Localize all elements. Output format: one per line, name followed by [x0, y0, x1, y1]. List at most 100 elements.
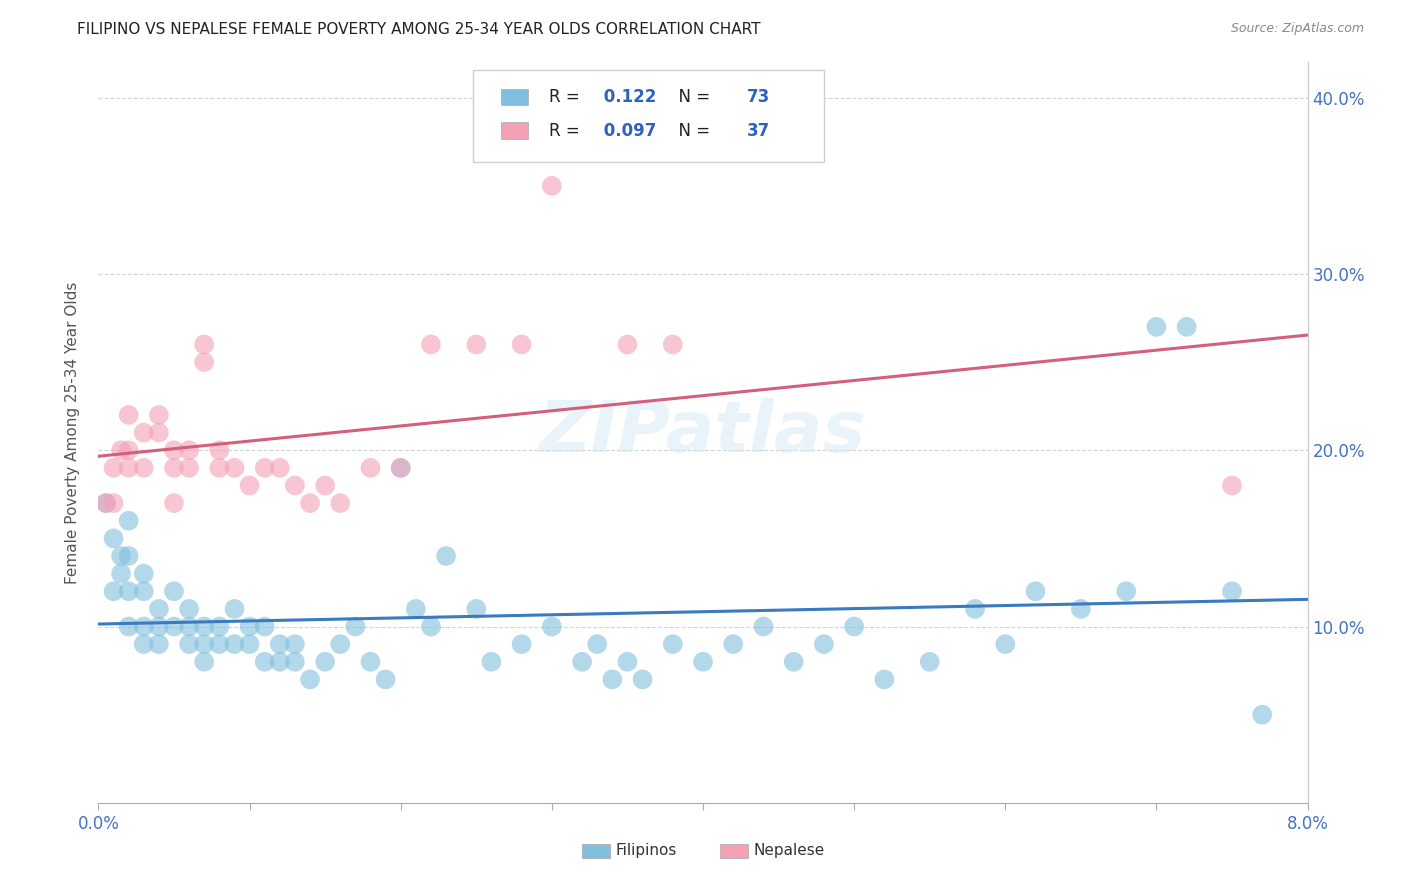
Point	[540, 619, 562, 633]
Point	[163, 443, 186, 458]
Point	[465, 337, 488, 351]
Point	[239, 619, 262, 633]
Point	[1251, 707, 1274, 722]
Point	[103, 584, 125, 599]
Point	[269, 637, 291, 651]
Text: R =: R =	[550, 88, 585, 106]
Point	[299, 673, 322, 687]
Point	[389, 461, 412, 475]
Point	[163, 619, 186, 633]
Point	[752, 619, 775, 633]
Point	[360, 655, 382, 669]
Point	[148, 619, 170, 633]
Text: 0.122: 0.122	[598, 88, 657, 106]
Bar	[582, 844, 610, 857]
Point	[118, 461, 141, 475]
Point	[314, 655, 336, 669]
Point	[148, 637, 170, 651]
Point	[193, 637, 215, 651]
Point	[110, 443, 132, 458]
Point	[1115, 584, 1137, 599]
Text: N =: N =	[668, 88, 716, 106]
Point	[163, 461, 186, 475]
Point	[661, 337, 683, 351]
Point	[813, 637, 835, 651]
Point	[783, 655, 806, 669]
Point	[118, 408, 141, 422]
Point	[193, 655, 215, 669]
Text: 37: 37	[747, 121, 769, 139]
Point	[94, 496, 117, 510]
Point	[994, 637, 1017, 651]
Bar	[720, 844, 748, 857]
Point	[269, 655, 291, 669]
Point	[1220, 584, 1243, 599]
Text: Source: ZipAtlas.com: Source: ZipAtlas.com	[1230, 22, 1364, 36]
Point	[465, 602, 488, 616]
Point	[616, 337, 638, 351]
Point	[314, 478, 336, 492]
Point	[179, 637, 201, 651]
Point	[918, 655, 941, 669]
Point	[284, 478, 307, 492]
Point	[723, 637, 745, 651]
Point	[844, 619, 866, 633]
Point	[1146, 319, 1168, 334]
Point	[110, 549, 132, 563]
Point	[118, 443, 141, 458]
Point	[239, 478, 262, 492]
Bar	[501, 122, 527, 138]
Point	[148, 602, 170, 616]
Point	[692, 655, 714, 669]
Point	[253, 655, 276, 669]
Bar	[501, 89, 527, 105]
Point	[132, 637, 155, 651]
Point	[132, 425, 155, 440]
Point	[420, 619, 443, 633]
Point	[193, 355, 215, 369]
Point	[631, 673, 654, 687]
Point	[148, 425, 170, 440]
Point	[208, 461, 231, 475]
Point	[253, 619, 276, 633]
Text: N =: N =	[668, 121, 716, 139]
Point	[208, 637, 231, 651]
Point	[344, 619, 367, 633]
Point	[118, 584, 141, 599]
Point	[132, 619, 155, 633]
Point	[1220, 478, 1243, 492]
Point	[602, 673, 624, 687]
Text: R =: R =	[550, 121, 585, 139]
Point	[132, 584, 155, 599]
Point	[420, 337, 443, 351]
Point	[94, 496, 117, 510]
Point	[208, 619, 231, 633]
Point	[374, 673, 396, 687]
Text: Nepalese: Nepalese	[754, 844, 825, 858]
Point	[193, 337, 215, 351]
Text: Filipinos: Filipinos	[616, 844, 678, 858]
Point	[179, 443, 201, 458]
Point	[253, 461, 276, 475]
Point	[389, 461, 412, 475]
Point	[434, 549, 457, 563]
Point	[163, 584, 186, 599]
Point	[179, 461, 201, 475]
Point	[269, 461, 291, 475]
Point	[405, 602, 427, 616]
FancyBboxPatch shape	[474, 70, 824, 162]
Point	[103, 496, 125, 510]
Point	[616, 655, 638, 669]
Point	[132, 566, 155, 581]
Point	[118, 549, 141, 563]
Point	[224, 602, 246, 616]
Point	[110, 566, 132, 581]
Point	[284, 637, 307, 651]
Point	[103, 461, 125, 475]
Text: 0.097: 0.097	[598, 121, 657, 139]
Point	[540, 178, 562, 193]
Y-axis label: Female Poverty Among 25-34 Year Olds: Female Poverty Among 25-34 Year Olds	[65, 282, 80, 583]
Point	[1025, 584, 1047, 599]
Point	[965, 602, 987, 616]
Point	[148, 408, 170, 422]
